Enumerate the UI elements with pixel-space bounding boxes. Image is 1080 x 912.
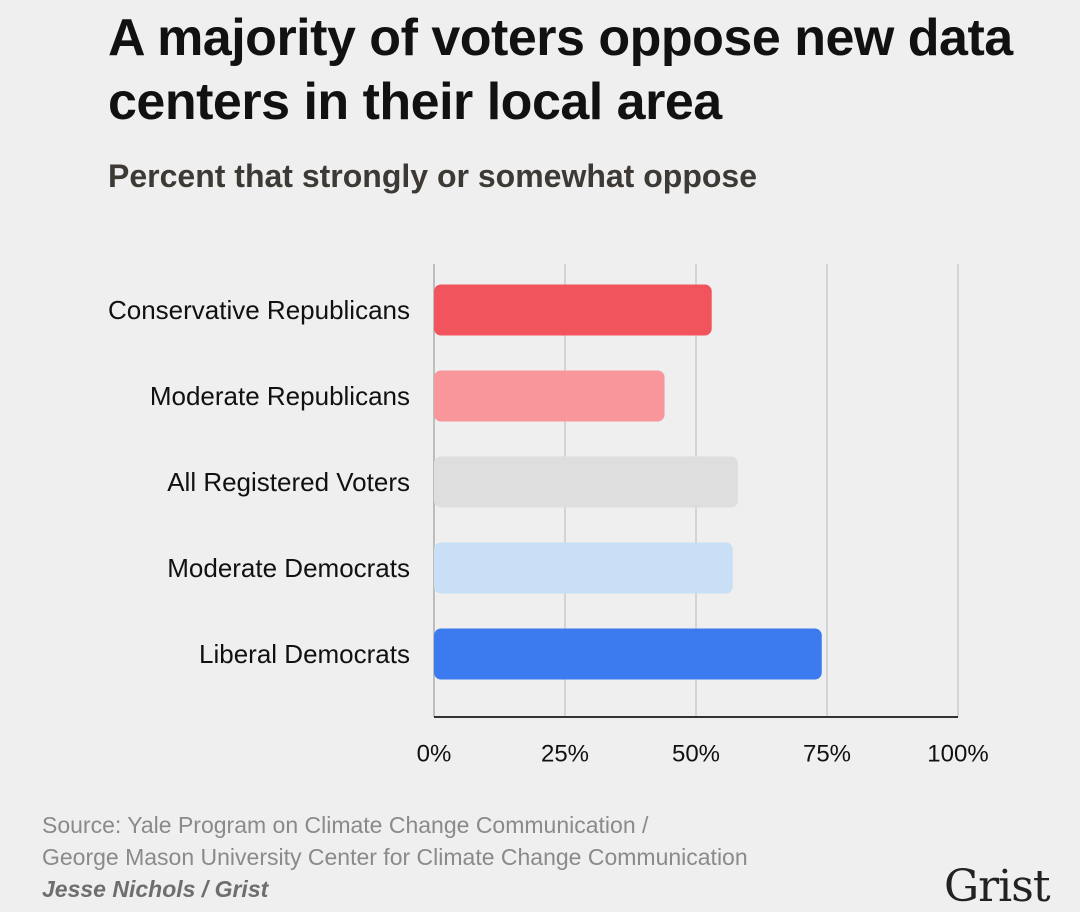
bar-1 bbox=[434, 370, 665, 422]
grist-logo: Grist bbox=[944, 861, 1051, 912]
x-tick-label-0: 0% bbox=[417, 741, 452, 768]
bar-4 bbox=[434, 628, 822, 680]
source-line-1: Source: Yale Program on Climate Change C… bbox=[42, 812, 649, 838]
x-tick-label-4: 100% bbox=[927, 741, 988, 768]
category-label-2: All Registered Voters bbox=[167, 467, 410, 497]
chart-subtitle: Percent that strongly or somewhat oppose bbox=[108, 158, 757, 194]
category-label-3: Moderate Democrats bbox=[167, 553, 410, 583]
bar-chart: Conservative Republicans Moderate Republi… bbox=[108, 264, 989, 768]
x-tick-label-1: 25% bbox=[541, 741, 589, 768]
category-label-1: Moderate Republicans bbox=[150, 381, 410, 411]
x-tick-label-2: 50% bbox=[672, 741, 720, 768]
chart-title: A majority of voters oppose new data cen… bbox=[108, 9, 1013, 131]
x-tick-label-3: 75% bbox=[803, 741, 851, 768]
category-label-4: Liberal Democrats bbox=[199, 639, 410, 669]
source-line-2: George Mason University Center for Clima… bbox=[42, 844, 748, 870]
bar-2 bbox=[434, 456, 738, 508]
bar-0 bbox=[434, 284, 712, 336]
byline-credit: Jesse Nichols / Grist bbox=[42, 876, 269, 902]
category-label-0: Conservative Republicans bbox=[108, 295, 410, 325]
bar-3 bbox=[434, 542, 733, 594]
